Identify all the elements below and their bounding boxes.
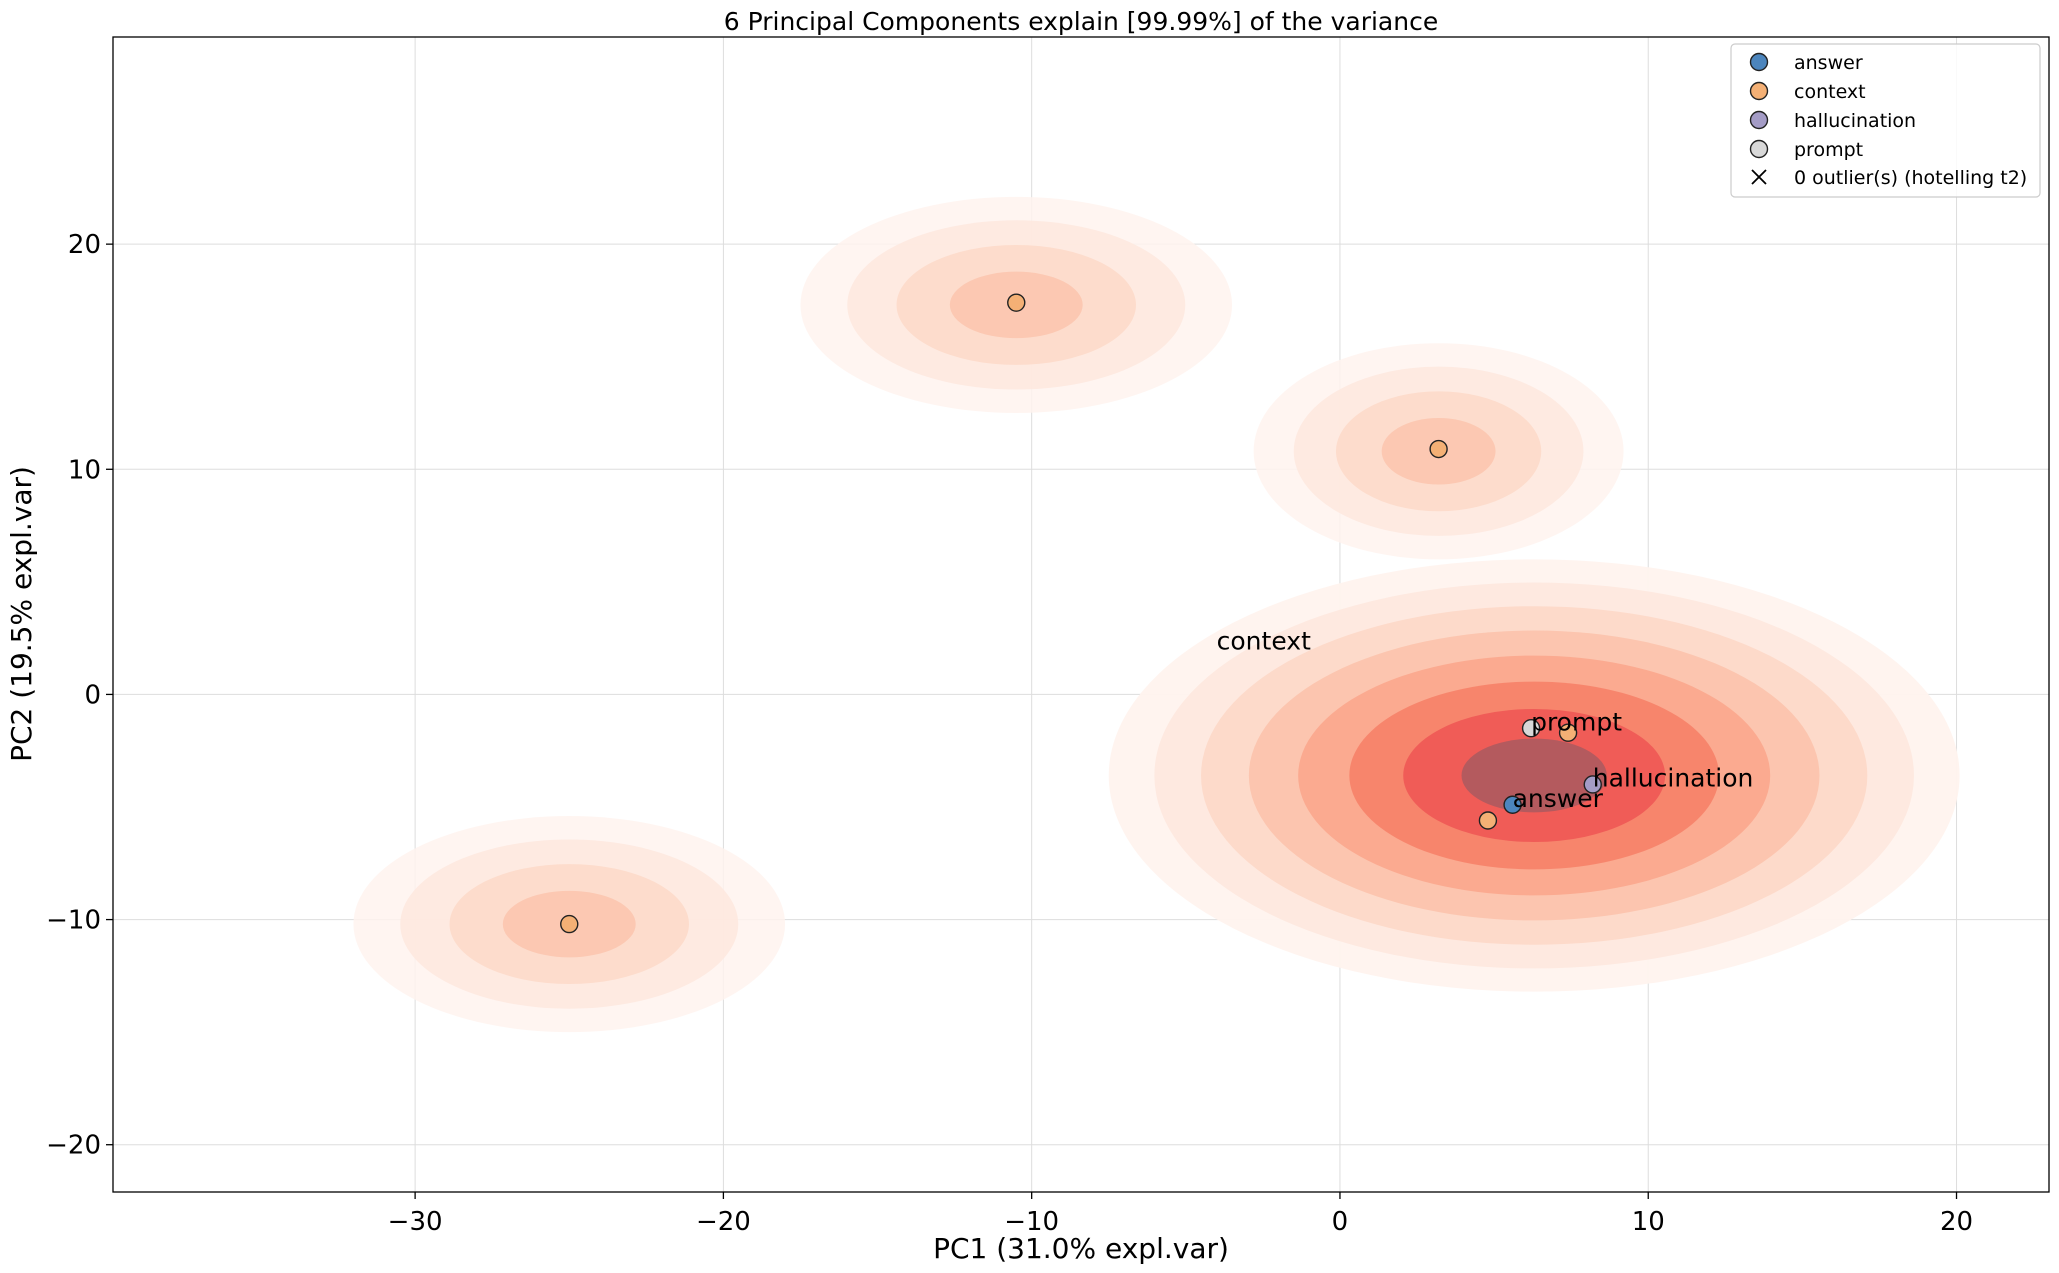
point-answer — [1503, 795, 1522, 814]
legend-label: prompt — [1794, 139, 1863, 161]
legend-entry-prompt: prompt — [1749, 139, 1863, 161]
point-context — [1558, 723, 1578, 742]
legend-box — [1730, 43, 2041, 198]
point-label-hallucination: hallucination — [1593, 764, 1754, 793]
y-tick-label: 20 — [68, 230, 101, 260]
legend-label-outliers: 0 outlier(s) (hotelling t2) — [1794, 167, 2027, 189]
x-tick-label: 0 — [1332, 1207, 1349, 1237]
scatter-points — [560, 293, 1602, 934]
legend-marker — [1749, 81, 1769, 101]
point-context — [560, 914, 579, 934]
x-tick-label: 10 — [1632, 1207, 1665, 1237]
legend-label: context — [1794, 81, 1866, 103]
point-prompt — [1521, 718, 1541, 738]
legend-label: hallucination — [1794, 110, 1916, 132]
x-tick-label: −30 — [388, 1207, 443, 1237]
point-label-context: context — [1217, 626, 1311, 655]
axis-ticks: −30 −20 −10 0 10 20 −20 −10 0 10 20 — [46, 230, 1973, 1237]
legend-entry-outliers: 0 outlier(s) (hotelling t2) — [1751, 167, 2027, 189]
x-tick-label: 20 — [1940, 1207, 1973, 1237]
y-tick-label: −20 — [46, 1131, 101, 1161]
point-hallucination — [1583, 775, 1602, 794]
legend-entry-context: context — [1749, 81, 1866, 103]
plot-frame — [112, 36, 2050, 1193]
density-contour — [1461, 738, 1607, 813]
point-context — [1478, 811, 1498, 830]
x-tick-label: −20 — [696, 1207, 751, 1237]
x-marker-icon — [1751, 169, 1767, 185]
chart-title: 6 Principal Components explain [99.99%] … — [724, 7, 1438, 36]
point-label-prompt: prompt — [1531, 707, 1622, 736]
y-tick-label: 0 — [84, 680, 101, 710]
point-context — [1007, 293, 1026, 312]
x-axis-title: PC1 (31.0% expl.var) — [933, 1232, 1229, 1265]
legend-entry-hallucination: hallucination — [1749, 110, 1916, 132]
y-axis-title: PC2 (19.5% expl.var) — [5, 466, 38, 762]
point-label-answer: answer — [1513, 784, 1604, 813]
legend-marker — [1749, 139, 1769, 159]
x-tick-label: −10 — [1004, 1207, 1059, 1237]
legend-marker — [1749, 110, 1769, 130]
legend-marker — [1749, 52, 1769, 72]
y-tick-label: −10 — [46, 906, 101, 936]
y-tick-label: 10 — [68, 455, 101, 485]
legend: answer context hallucination prompt 0 outli… — [1730, 43, 2041, 198]
legend-entry-answer: answer — [1749, 52, 1863, 74]
point-context — [1429, 439, 1448, 459]
legend-label: answer — [1794, 52, 1863, 74]
